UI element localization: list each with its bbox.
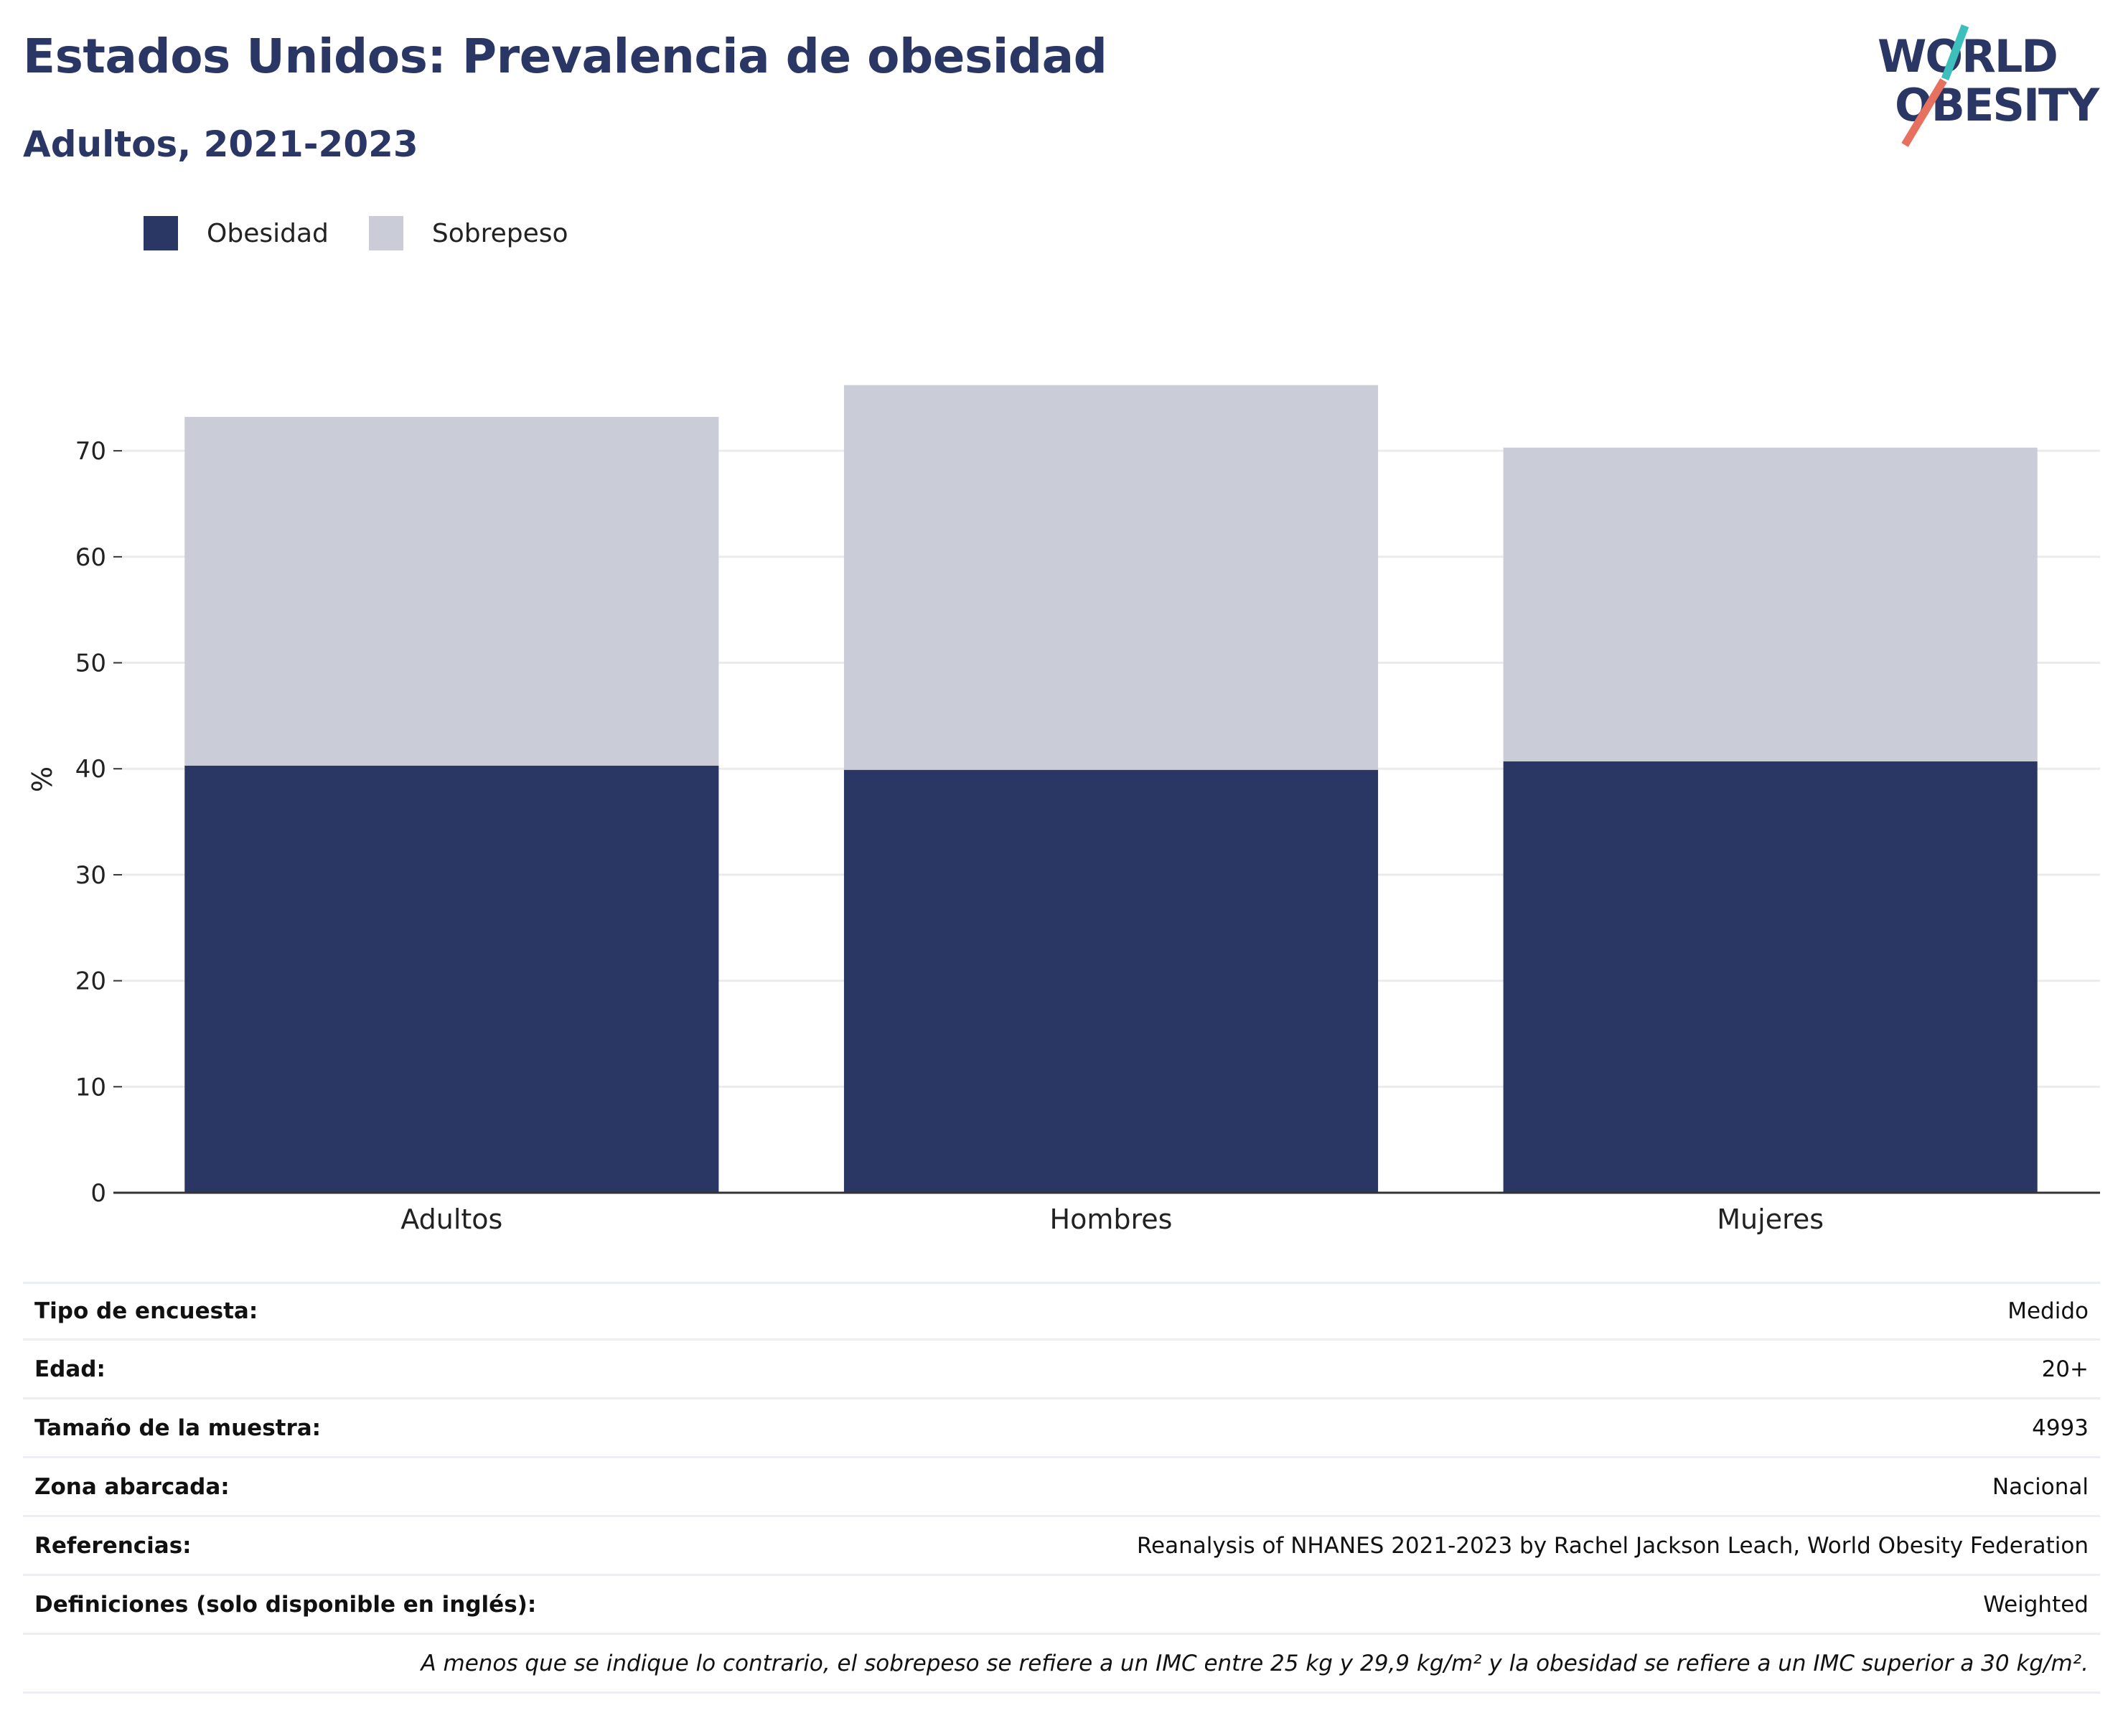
- legend-swatch-obesidad: [144, 216, 178, 250]
- info-row-age: Edad: 20+: [23, 1341, 2100, 1399]
- y-tick-label: 0: [90, 1179, 106, 1208]
- info-value: Nacional: [1992, 1473, 2089, 1500]
- bar-sobrepeso-hombres: [843, 385, 1379, 770]
- info-key: Tipo de encuesta:: [34, 1298, 258, 1324]
- info-table: Tipo de encuesta: Medido Edad: 20+ Tamañ…: [23, 1282, 2100, 1694]
- bar-sobrepeso-adultos: [184, 416, 719, 766]
- logo-slash-teal: [1941, 24, 1969, 80]
- info-value: Reanalysis of NHANES 2021-2023 by Rachel…: [1136, 1532, 2089, 1559]
- bar-layer: [184, 385, 2038, 1193]
- y-tick-label: 10: [75, 1073, 106, 1102]
- info-row-area: Zona abarcada: Nacional: [23, 1458, 2100, 1517]
- y-tick-label: 50: [75, 649, 106, 678]
- y-tick-label: 70: [75, 437, 106, 466]
- x-tick-label: Adultos: [400, 1204, 502, 1235]
- y-tick-label: 60: [75, 543, 106, 572]
- info-key: Edad:: [34, 1356, 106, 1382]
- legend-label-obesidad: Obesidad: [207, 218, 329, 248]
- world-obesity-logo: WORLD OBESITY: [1878, 24, 2101, 147]
- info-row-definitions: Definiciones (solo disponible en inglés)…: [23, 1576, 2100, 1635]
- bar-obesidad-hombres: [843, 769, 1379, 1193]
- y-tick-label: 30: [75, 861, 106, 890]
- chart-subtitle: Adultos, 2021-2023: [23, 123, 418, 165]
- axis-layer: Adultos Hombres Mujeres%: [27, 766, 2100, 1235]
- legend-item-obesidad[interactable]: Obesidad: [144, 216, 329, 250]
- info-key: Tamaño de la muestra:: [34, 1414, 322, 1441]
- info-key: Referencias:: [34, 1532, 192, 1559]
- y-tick-label: 40: [75, 755, 106, 784]
- logo-slash-coral: [1901, 78, 1947, 147]
- chart-title: Estados Unidos: Prevalencia de obesidad: [23, 29, 1107, 84]
- bar-sobrepeso-mujeres: [1503, 447, 2038, 761]
- y-tick-label: 20: [75, 967, 106, 996]
- legend-label-sobrepeso: Sobrepeso: [431, 218, 568, 248]
- info-key: Zona abarcada:: [34, 1473, 230, 1500]
- x-tick-label: Mujeres: [1717, 1204, 1824, 1235]
- definition-note: A menos que se indique lo contrario, el …: [421, 1650, 2089, 1676]
- info-row-references: Referencias: Reanalysis of NHANES 2021-2…: [23, 1517, 2100, 1576]
- info-key: Definiciones (solo disponible en inglés)…: [34, 1591, 537, 1618]
- info-value: 4993: [2032, 1414, 2089, 1441]
- stacked-bar-chart: 0 10 20 30 40 50 60 70 Adultos Hombres Mujeres%: [27, 385, 2100, 1235]
- info-value: 20+: [2041, 1356, 2089, 1382]
- info-row-note: A menos que se indique lo contrario, el …: [23, 1635, 2100, 1694]
- legend-item-sobrepeso[interactable]: Sobrepeso: [368, 216, 568, 250]
- legend-swatch-sobrepeso: [368, 216, 403, 250]
- info-value: Medido: [2007, 1298, 2089, 1324]
- bar-obesidad-mujeres: [1503, 761, 2038, 1193]
- logo-line1: WORLD: [1878, 30, 2057, 83]
- y-axis-label: %: [27, 766, 58, 792]
- legend: Obesidad Sobrepeso: [144, 215, 609, 251]
- info-row-sample-size: Tamaño de la muestra: 4993: [23, 1399, 2100, 1458]
- bar-obesidad-adultos: [184, 765, 719, 1193]
- info-value: Weighted: [1983, 1591, 2089, 1618]
- info-row-survey-type: Tipo de encuesta: Medido: [23, 1282, 2100, 1341]
- x-tick-label: Hombres: [1050, 1204, 1173, 1235]
